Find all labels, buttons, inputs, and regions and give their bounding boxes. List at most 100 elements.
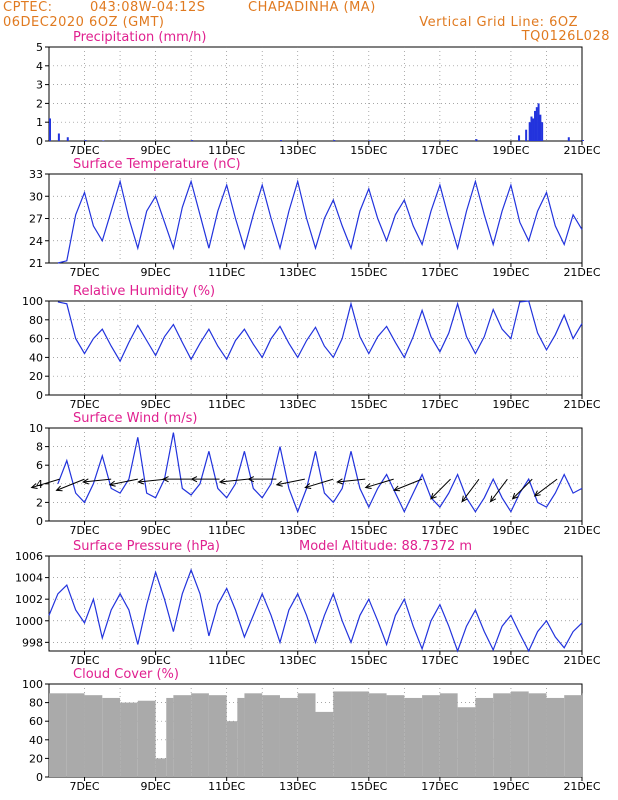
wind-arrow <box>83 478 112 483</box>
x-tick-label: 15DEC <box>350 524 387 537</box>
cloud-bar <box>582 693 583 777</box>
precip-bar <box>530 116 533 141</box>
wind-arrow <box>365 478 394 489</box>
header-model: TQ0126L028 <box>521 29 610 44</box>
cloud-bar <box>155 758 167 777</box>
cloud-bar <box>546 697 565 777</box>
cloud-bar <box>226 721 238 777</box>
x-tick-label: 13DEC <box>279 654 316 667</box>
wind-arrow <box>109 478 138 486</box>
x-tick-label: 13DEC <box>279 144 316 157</box>
header: CPTEC: 043:08W-04:12S CHAPADINHA (MA) 06… <box>0 0 618 44</box>
x-tick-label: 19DEC <box>492 398 529 411</box>
cloud-bar <box>262 695 280 777</box>
chart-subtitle: Model Altitude: 88.7372 m <box>299 539 472 554</box>
precip-bar <box>567 137 570 141</box>
y-tick-label: 6 <box>36 459 43 472</box>
x-tick-label: 13DEC <box>279 780 316 793</box>
cloud-bar <box>166 697 174 777</box>
y-tick-label: 998 <box>22 636 43 649</box>
x-tick-label: 19DEC <box>492 780 529 793</box>
wind-arrow-head <box>430 492 437 500</box>
wind-arrow <box>461 478 480 502</box>
panel-frame <box>48 555 583 652</box>
y-tick-label: 80 <box>29 314 43 327</box>
y-tick-label: 30 <box>29 190 43 203</box>
y-tick-label: 1002 <box>15 593 43 606</box>
x-tick-label: 9DEC <box>141 780 171 793</box>
precip-bar <box>102 140 105 141</box>
wind-arrow-head <box>247 476 255 483</box>
x-tick-label: 17DEC <box>421 398 458 411</box>
y-tick-label: 80 <box>29 697 43 710</box>
x-tick-label: 11DEC <box>208 266 245 279</box>
y-tick-label: 1006 <box>15 550 43 563</box>
y-tick-label: 0 <box>36 389 43 402</box>
x-tick-label: 13DEC <box>279 524 316 537</box>
y-tick-label: 20 <box>29 370 43 383</box>
precip-bar <box>57 133 60 141</box>
x-tick-label: 21DEC <box>563 524 600 537</box>
y-tick-label: 0 <box>36 771 43 784</box>
wind-arrow-head <box>336 478 344 485</box>
y-tick-label: 2 <box>36 496 43 509</box>
x-tick-label: 21DEC <box>563 654 600 667</box>
x-tick-label: 21DEC <box>563 266 600 279</box>
x-tick-label: 7DEC <box>69 144 99 157</box>
cloud-bar <box>244 693 263 777</box>
x-tick-label: 9DEC <box>141 524 171 537</box>
wind-arrow-head <box>533 490 541 497</box>
precip-bar <box>333 140 336 141</box>
cloud-bar <box>315 711 334 777</box>
x-tick-label: 11DEC <box>208 144 245 157</box>
cloud-bar <box>528 693 547 777</box>
series-line <box>57 179 583 264</box>
x-tick-label: 21DEC <box>563 780 600 793</box>
precip-bar <box>541 122 544 141</box>
chart-title: Surface Pressure (hPa) <box>73 539 220 554</box>
wind-arrow-head <box>511 492 519 500</box>
wind-arrow <box>305 478 334 489</box>
x-tick-label: 7DEC <box>69 780 99 793</box>
wind-arrow-head <box>393 485 401 492</box>
x-tick-label: 7DEC <box>69 398 99 411</box>
cloud-bar <box>120 702 138 777</box>
cloud-bar <box>351 691 369 777</box>
x-tick-label: 7DEC <box>69 654 99 667</box>
precip-bar <box>518 135 521 141</box>
wind-arrow <box>56 478 85 491</box>
precip-bar <box>191 140 194 141</box>
wind-arrow <box>393 478 423 491</box>
cloud-bar <box>237 697 245 777</box>
cloud-bar <box>49 693 67 777</box>
cloud-bar <box>422 695 440 777</box>
cloud-bar <box>66 693 85 777</box>
x-tick-label: 13DEC <box>279 398 316 411</box>
x-tick-label: 7DEC <box>69 266 99 279</box>
series-line <box>57 432 583 514</box>
cloud-bar <box>102 697 121 777</box>
wind-arrow-head <box>190 476 198 483</box>
precip-bar <box>66 137 69 141</box>
x-tick-label: 9DEC <box>141 144 171 157</box>
y-tick-label: 33 <box>29 168 43 181</box>
wind-arrow-head <box>489 495 497 503</box>
wind-arrow <box>31 478 60 489</box>
x-tick-label: 19DEC <box>492 654 529 667</box>
wind-arrow <box>430 478 451 500</box>
x-tick-label: 17DEC <box>421 266 458 279</box>
x-tick-label: 11DEC <box>208 398 245 411</box>
x-tick-label: 17DEC <box>421 654 458 667</box>
y-tick-label: 100 <box>22 295 43 308</box>
cloud-bar <box>510 691 529 777</box>
y-tick-label: 4 <box>36 478 43 491</box>
cloud-bar <box>297 693 316 777</box>
cloud-bar <box>208 695 227 777</box>
cloud-bar <box>386 695 405 777</box>
x-tick-label: 21DEC <box>563 144 600 157</box>
y-tick-label: 21 <box>29 257 43 270</box>
cloud-bar <box>493 693 511 777</box>
x-tick-label: 9DEC <box>141 398 171 411</box>
wind-arrow <box>490 478 508 502</box>
chart-title: Surface Temperature (nC) <box>73 157 241 172</box>
